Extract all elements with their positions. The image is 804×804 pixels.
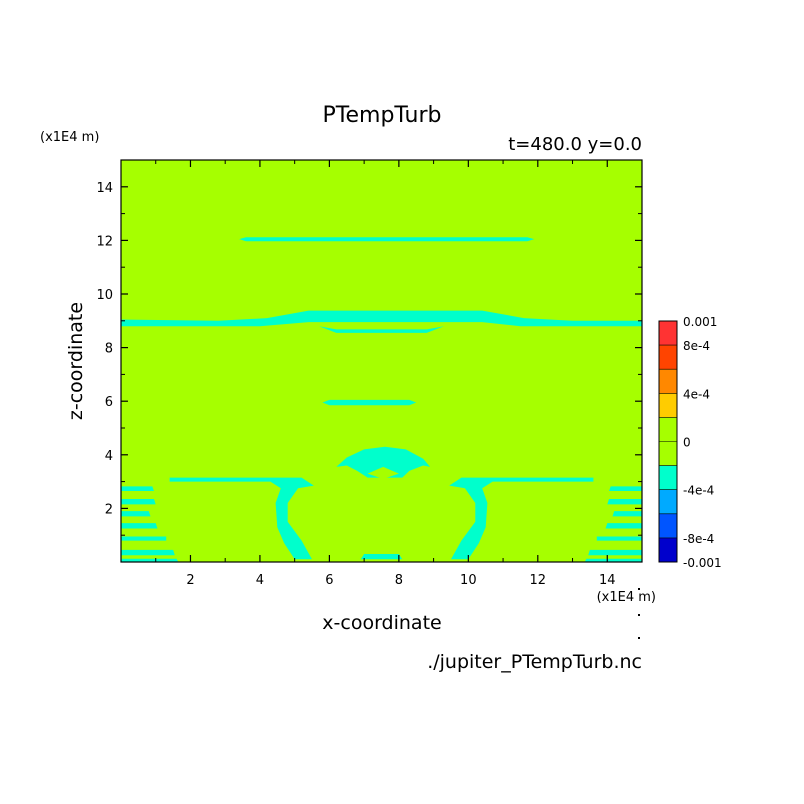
region-right-arm <box>449 477 594 560</box>
y-tick-label-12: 12 <box>96 234 113 249</box>
colorbar-label-8e-4: 8e-4 <box>683 339 710 353</box>
y-unit-label: (x1E4 m) <box>40 130 99 145</box>
region-right-stripe-2 <box>607 499 642 505</box>
x-tick-label-10: 10 <box>460 573 477 588</box>
y-tick-label-14: 14 <box>96 181 113 196</box>
region-band-z12 <box>239 237 535 242</box>
colorbar-band-7 <box>659 489 677 514</box>
field-background <box>121 160 642 562</box>
region-left-arm <box>169 477 314 560</box>
colorbar-band-9 <box>659 537 677 562</box>
stray-marks <box>638 588 640 639</box>
plot-area <box>121 160 642 562</box>
colorbar-band-2 <box>659 369 677 394</box>
region-left-stripe-6 <box>121 549 175 556</box>
region-left-stripe-3 <box>121 511 151 517</box>
colorbar-band-1 <box>659 345 677 370</box>
region-left-stripe-7 <box>121 558 179 562</box>
colorbar: 0.001 8e-4 4e-4 0 -4e-4 -8e-4 -0.001 <box>658 315 722 570</box>
y-tick-label-10: 10 <box>96 288 113 303</box>
footer-filename: ./jupiter_PTempTurb.nc <box>427 651 642 673</box>
axis-ticks: 2 4 6 8 10 12 14 2 4 6 8 10 12 14 <box>96 160 642 588</box>
x-tick-label-14: 14 <box>599 573 616 588</box>
colorbar-band-8 <box>659 513 677 538</box>
x-tick-label-2: 2 <box>186 573 194 588</box>
region-right-stripe-1 <box>609 486 642 491</box>
y-axis-label: z-coordinate <box>65 302 87 420</box>
x-tick-label-8: 8 <box>395 573 403 588</box>
region-right-stripe-4 <box>605 523 642 529</box>
colorbar-band-3 <box>659 393 677 418</box>
region-band-z8.6 <box>319 326 444 333</box>
x-tick-label-4: 4 <box>256 573 264 588</box>
region-left-stripe-2 <box>121 499 156 505</box>
colorbar-band-6 <box>659 465 677 490</box>
region-right-stripe-7 <box>584 558 642 562</box>
x-tick-label-12: 12 <box>530 573 547 588</box>
x-axis-label: x-coordinate <box>322 612 441 634</box>
colorbar-label-0.001: 0.001 <box>683 315 717 329</box>
colorbar-band-0 <box>659 321 677 346</box>
chart-title: PTempTurb <box>323 103 442 128</box>
x-unit-label: (x1E4 m) <box>597 590 656 605</box>
colorbar-label--8e-4: -8e-4 <box>683 532 714 546</box>
colorbar-band-4 <box>659 417 677 442</box>
x-tick-label-6: 6 <box>325 573 333 588</box>
colorbar-label-0: 0 <box>683 436 691 450</box>
region-left-stripe-1 <box>121 486 154 491</box>
y-tick-label-4: 4 <box>105 449 113 464</box>
region-right-stripe-5 <box>596 536 642 541</box>
y-tick-label-8: 8 <box>105 342 113 357</box>
region-right-stripe-3 <box>612 511 642 517</box>
region-band-z6 <box>322 399 417 406</box>
region-blob-z4 <box>336 446 431 478</box>
colorbar-label--0.001: -0.001 <box>683 556 722 570</box>
region-left-stripe-4 <box>121 523 158 529</box>
region-left-stripe-5 <box>121 536 167 541</box>
colorbar-label--4e-4: -4e-4 <box>683 484 714 498</box>
plot-frame <box>120 159 643 563</box>
colorbar-label-4e-4: 4e-4 <box>683 387 710 401</box>
region-blob-z4-core <box>367 466 399 479</box>
y-tick-label-2: 2 <box>105 502 113 517</box>
region-bottom-center <box>360 554 403 560</box>
y-tick-label-6: 6 <box>105 395 113 410</box>
chart-subtitle: t=480.0 y=0.0 <box>508 134 642 155</box>
colorbar-band-5 <box>659 441 677 466</box>
region-band-z9 <box>121 310 642 327</box>
region-right-stripe-6 <box>588 549 642 556</box>
